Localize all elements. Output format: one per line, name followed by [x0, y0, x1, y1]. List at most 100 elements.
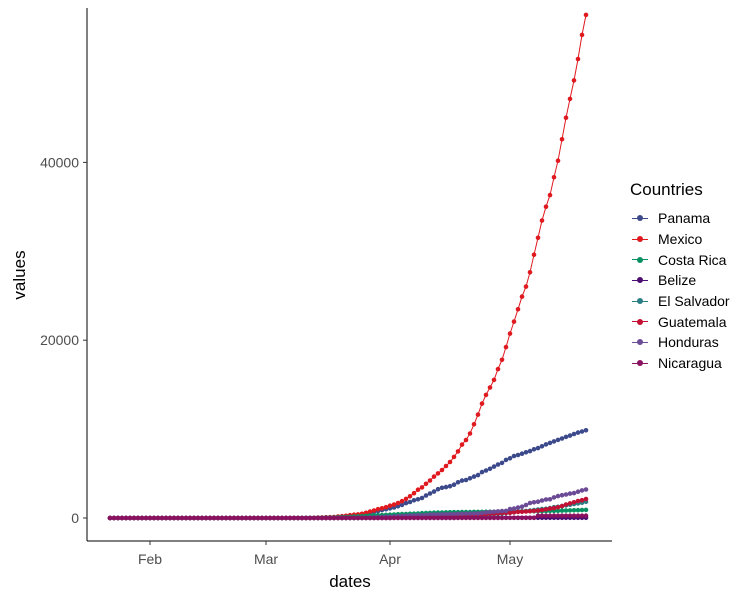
data-point — [531, 447, 537, 452]
data-point — [427, 515, 433, 521]
legend-item: Belize — [630, 270, 730, 291]
data-point — [295, 515, 301, 521]
data-point — [411, 515, 417, 521]
data-point — [571, 78, 577, 83]
data-point — [479, 515, 485, 521]
data-point — [487, 466, 493, 472]
data-point — [583, 487, 589, 492]
data-point — [255, 515, 261, 521]
legend-key — [630, 332, 650, 352]
data-point — [319, 515, 325, 521]
data-point — [563, 513, 569, 518]
data-point — [463, 437, 469, 443]
legend-key — [630, 353, 650, 373]
data-point — [435, 471, 441, 476]
data-point — [163, 515, 169, 521]
data-point — [579, 488, 585, 493]
legend-label: Honduras — [658, 334, 719, 351]
data-point — [467, 511, 473, 516]
data-point — [455, 480, 461, 485]
data-point — [227, 515, 233, 521]
data-point — [419, 485, 425, 490]
data-point — [555, 505, 561, 510]
data-point — [191, 515, 197, 521]
data-point — [107, 515, 113, 521]
data-point — [515, 307, 521, 312]
data-point — [367, 509, 373, 514]
data-point — [583, 513, 589, 518]
data-point — [443, 515, 449, 521]
legend-item: Costa Rica — [630, 249, 730, 270]
data-point — [187, 515, 193, 521]
x-tick-label: Mar — [254, 551, 278, 567]
data-point — [559, 503, 565, 509]
data-point — [259, 515, 265, 521]
data-point — [571, 513, 577, 518]
data-point — [519, 509, 525, 515]
data-point — [455, 449, 461, 454]
data-point — [523, 515, 529, 521]
data-point — [539, 507, 545, 513]
data-point — [527, 508, 533, 514]
data-point — [247, 515, 253, 521]
series-mexico — [107, 12, 589, 521]
legend-label: Costa Rica — [658, 251, 727, 268]
data-point — [523, 509, 529, 514]
data-point — [379, 515, 385, 521]
data-point — [567, 501, 573, 506]
data-point — [467, 431, 473, 436]
data-point — [411, 498, 417, 503]
data-point — [555, 158, 561, 163]
data-point — [451, 511, 457, 517]
data-point — [547, 506, 553, 511]
data-point — [551, 175, 557, 180]
data-point — [459, 478, 465, 483]
data-point — [399, 502, 405, 508]
data-point — [563, 502, 569, 507]
data-point — [491, 515, 497, 521]
data-point — [371, 508, 377, 513]
data-point — [211, 515, 217, 521]
data-point — [235, 515, 241, 521]
data-point — [483, 510, 489, 515]
data-point — [431, 512, 437, 517]
data-point — [555, 513, 561, 518]
data-point — [547, 513, 553, 518]
data-point — [275, 515, 281, 521]
data-point — [243, 515, 249, 521]
legend-item: Mexico — [630, 229, 730, 250]
data-point — [439, 515, 445, 521]
data-point — [487, 509, 493, 515]
data-point — [407, 515, 413, 521]
data-point — [139, 515, 145, 521]
legend-key — [630, 250, 650, 270]
data-point — [539, 513, 545, 518]
data-point — [499, 515, 505, 521]
data-point — [363, 515, 369, 521]
data-point — [515, 509, 521, 515]
data-point — [503, 508, 509, 514]
data-point — [523, 502, 529, 508]
data-point — [415, 487, 421, 493]
data-point — [467, 476, 473, 481]
data-point — [535, 235, 541, 241]
data-point — [491, 377, 497, 383]
data-point — [531, 515, 537, 521]
data-point — [287, 515, 293, 521]
data-point — [427, 491, 433, 496]
data-point — [515, 505, 521, 510]
data-point — [439, 467, 445, 473]
data-point — [555, 508, 561, 514]
data-point — [443, 463, 449, 469]
data-point — [387, 515, 393, 521]
data-point — [531, 252, 537, 257]
legend-item: Panama — [630, 208, 730, 229]
data-point — [451, 454, 457, 460]
y-ticks: 0 20000 40000 — [40, 154, 87, 526]
data-point — [547, 192, 553, 198]
data-point — [443, 512, 449, 517]
legend-label: Nicaragua — [658, 355, 722, 372]
data-point — [559, 492, 565, 498]
data-point — [303, 515, 309, 521]
data-point — [571, 508, 577, 513]
